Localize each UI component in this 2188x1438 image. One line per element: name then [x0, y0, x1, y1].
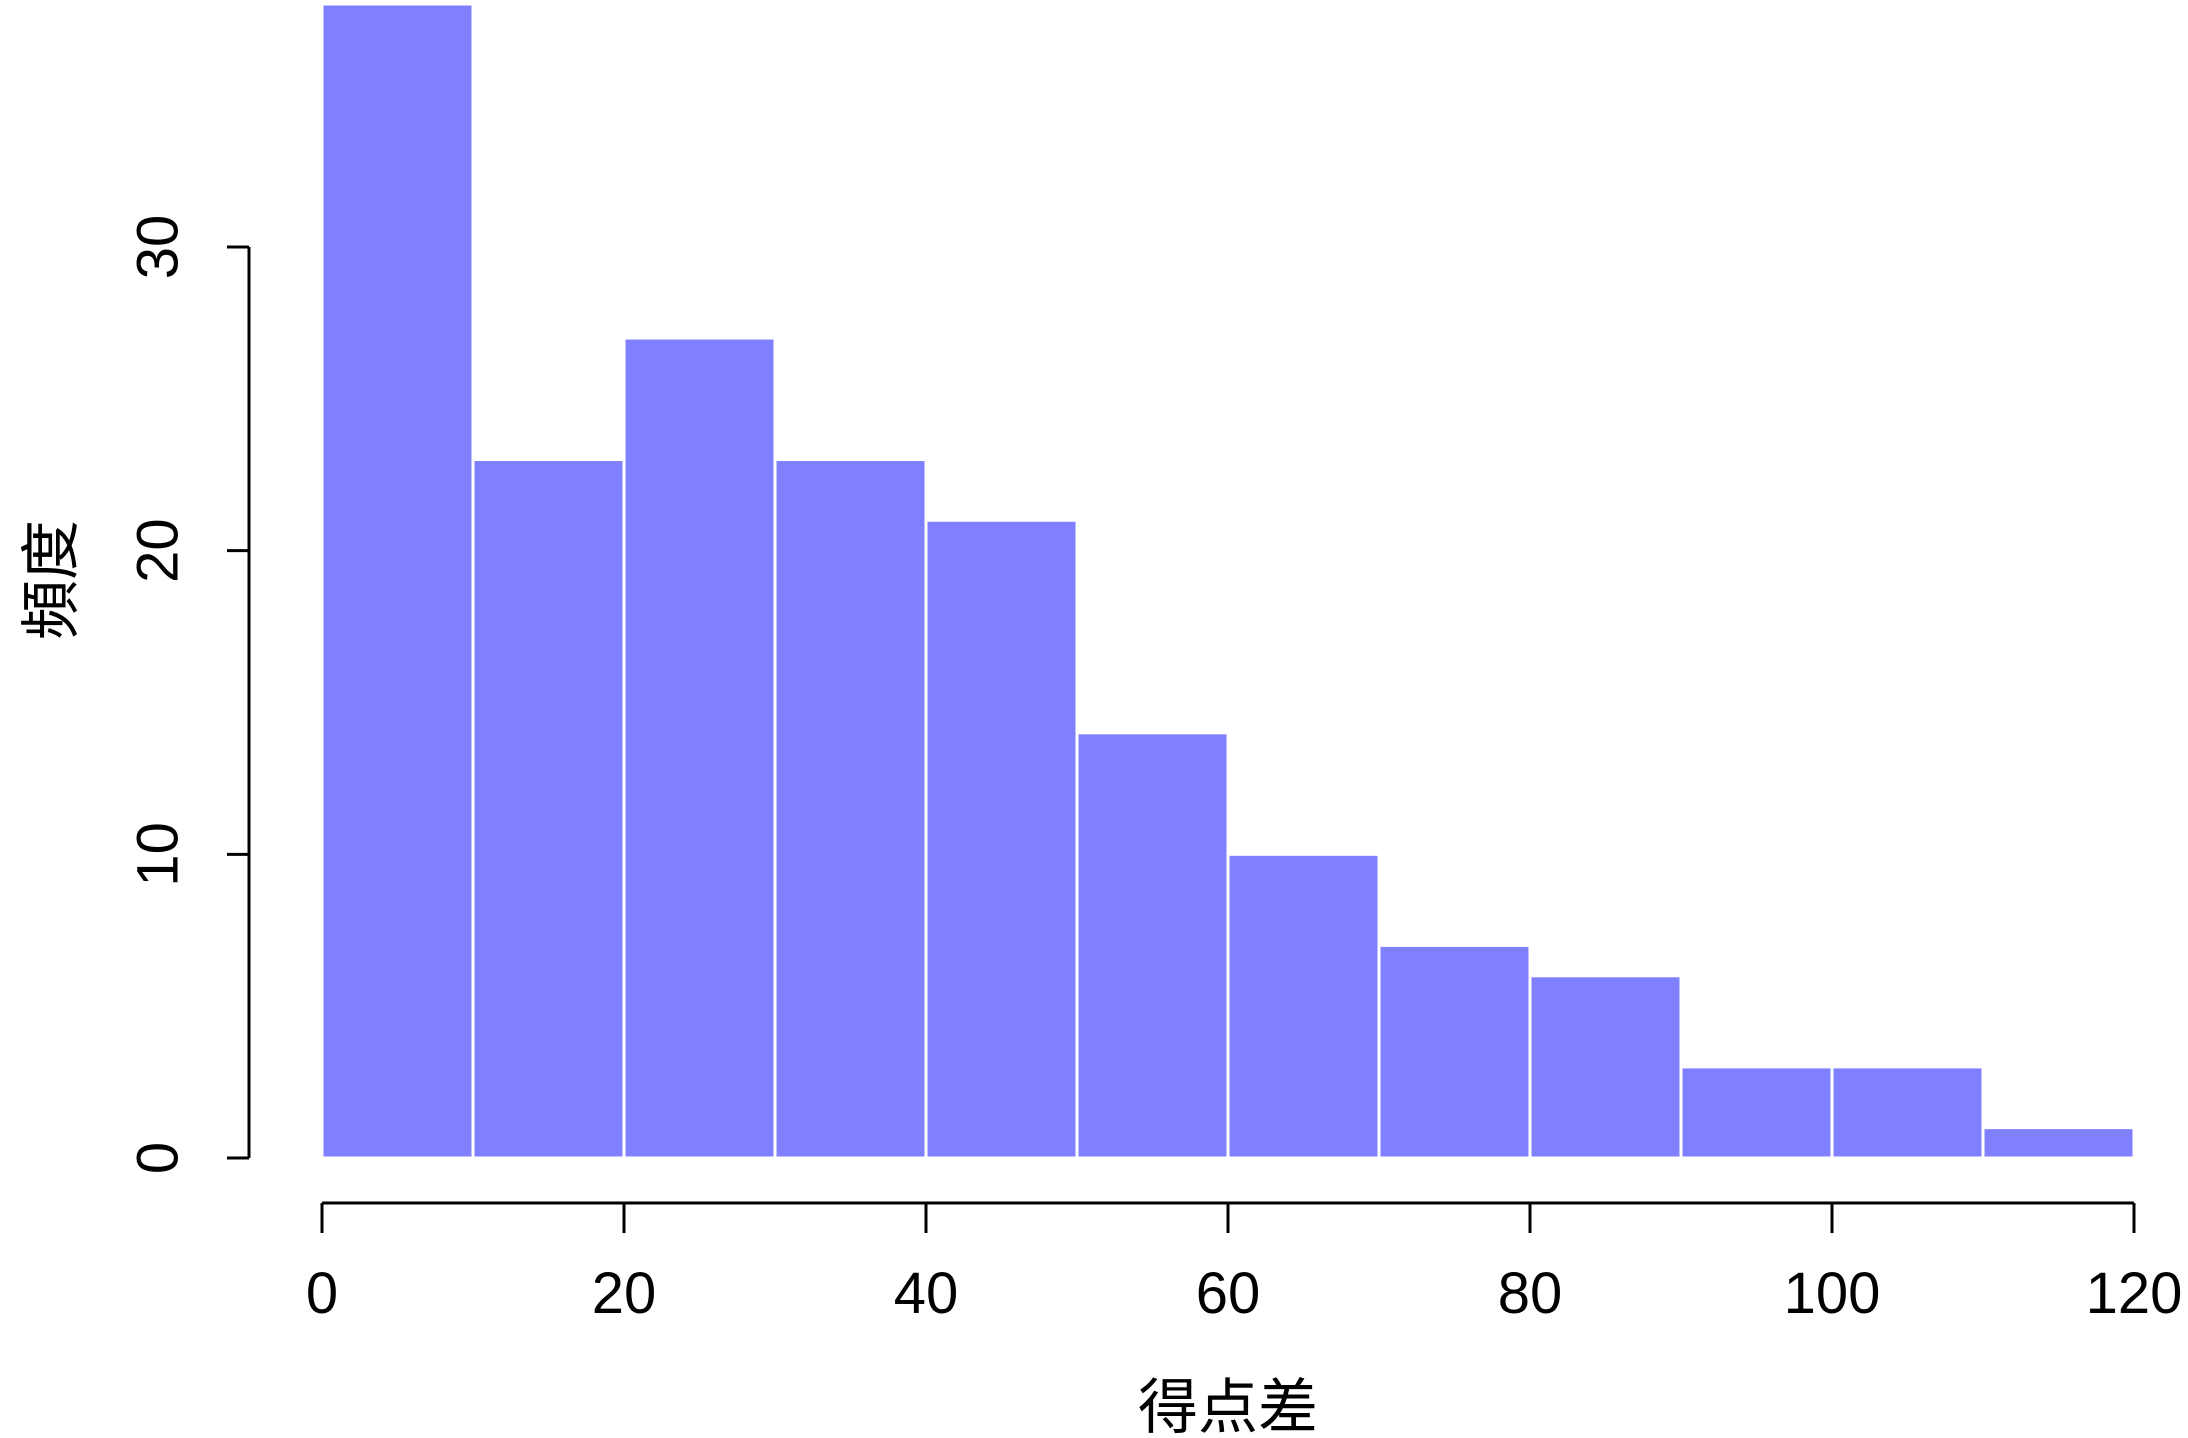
y-axis: 0 10 20 30 [126, 215, 251, 1174]
y-tick-label-20: 20 [126, 518, 191, 583]
x-tick-label-80: 80 [1498, 1261, 1563, 1326]
histogram-bars [320, 2, 2136, 1160]
histogram-bar-80-90 [1528, 974, 1683, 1160]
y-tick-label-30: 30 [126, 215, 191, 280]
histogram-bar-20-30 [622, 336, 777, 1160]
histogram-bar-110-120 [1981, 1126, 2136, 1160]
y-tick-label-10: 10 [126, 822, 191, 887]
x-axis-title: 得点差 [1138, 1373, 1318, 1438]
x-tick-label-40: 40 [894, 1261, 959, 1326]
histogram-bar-30-40 [773, 458, 928, 1160]
x-tick-label-100: 100 [1784, 1261, 1881, 1326]
y-tick-label-0: 0 [126, 1142, 191, 1174]
x-tick-label-0: 0 [306, 1261, 338, 1326]
x-tick-label-20: 20 [592, 1261, 657, 1326]
x-axis: 0 20 40 60 80 100 120 [306, 1201, 2183, 1326]
histogram-bar-70-80 [1377, 943, 1532, 1160]
histogram-bar-40-50 [924, 518, 1079, 1160]
histogram-bar-60-70 [1226, 852, 1381, 1160]
histogram-bar-100-110 [1830, 1065, 1985, 1160]
x-tick-label-60: 60 [1196, 1261, 1261, 1326]
histogram-bar-10-20 [471, 458, 626, 1160]
x-tick-label-120: 120 [2086, 1261, 2183, 1326]
y-axis-title: 頻度 [17, 520, 87, 640]
histogram-bar-0-10 [320, 2, 475, 1160]
histogram-bar-50-60 [1075, 731, 1230, 1160]
histogram-bar-90-100 [1679, 1065, 1834, 1160]
